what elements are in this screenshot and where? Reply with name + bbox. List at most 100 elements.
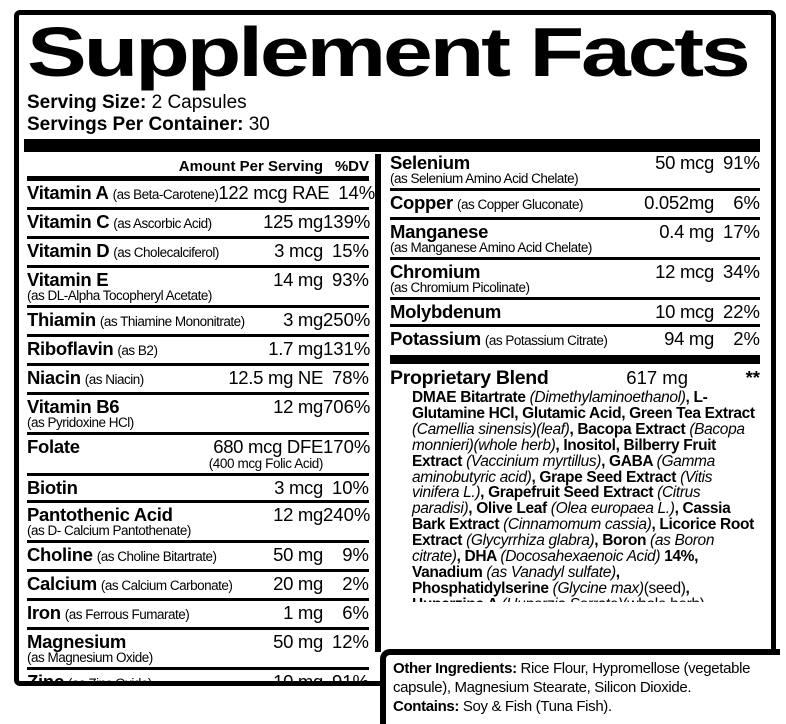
nutrient-name: Zinc [27, 671, 64, 686]
nutrient-name: Biotin [27, 477, 78, 498]
nutrient-amount: 20 mg [273, 573, 323, 594]
nutrient-dv: 2% [342, 573, 369, 594]
nutrient-amount: 50 mcg [655, 152, 714, 173]
nutrient-amount-cell: 3 mcg [274, 240, 323, 261]
nutrient-amount-cell: 14 mg [273, 269, 323, 290]
nutrient-row-main: Vitamin C (as Ascorbic Acid) 125 mg 139% [27, 211, 370, 234]
nutrient-amount: 3 mcg [274, 240, 323, 261]
nutrient-row-main: Vitamin E 14 mg 93% [27, 269, 369, 290]
serving-size-line: Serving Size: 2 Capsules [27, 92, 270, 114]
nutrient-amount-note: (400 mcg Folic Acid) [208, 456, 324, 471]
nutrient-row: Riboflavin (as B2) 1.7 mg 131% [27, 337, 371, 366]
blend-ingredient-segment: , Cassia Bark Extract [412, 500, 731, 534]
nutrient-qualifier: (as Ferrous Fumarate) [64, 607, 190, 622]
blend-ingredient-segment: , Licorice Root Extract [412, 516, 754, 550]
nutrient-amount-cell: 10 mg [273, 671, 323, 686]
nutrient-row: Vitamin C (as Ascorbic Acid) 125 mg 139% [27, 210, 370, 239]
contains-text: Soy & Fish (Tuna Fish). [459, 698, 612, 715]
nutrient-amount-cell: 50 mcg [655, 152, 714, 173]
nutrient-dv: 78% [331, 367, 369, 388]
left-column: Amount Per Serving %DV Vitamin A (as Beta… [27, 154, 375, 686]
nutrient-qualifier: (as Ascorbic Acid) [113, 216, 212, 231]
nutrient-dv: 93% [331, 269, 369, 290]
amount-per-serving-header: Amount Per Serving [178, 158, 323, 175]
nutrient-name: Folate [27, 436, 80, 457]
servings-count-value: 30 [248, 114, 270, 135]
nutrient-row-main: Vitamin B6 12 mg 706% [27, 396, 370, 417]
nutrient-name: Vitamin A [27, 182, 109, 203]
label-title: Supplement Facts [27, 13, 751, 91]
contains-line: Contains: Soy & Fish (Tuna Fish). [393, 697, 775, 716]
nutrient-dv: 22% [722, 301, 760, 322]
blend-ingredient-segment: (as Vanadyl sulfate) [486, 563, 616, 581]
nutrient-row-main: Potassium (as Potassium Citrate) 94 mg 2% [390, 328, 760, 351]
nutrient-amount: 12 mcg [655, 261, 714, 282]
nutrient-qualifier: (as Magnesium Oxide) [27, 650, 153, 665]
nutrient-name: Vitamin D [27, 240, 110, 261]
blend-ingredient-segment: , Grape Seed Extract [531, 468, 681, 486]
proprietary-blend-ingredients: DMAE Bitartrate (Dimethylaminoethanol), … [390, 390, 760, 602]
blend-ingredient-segment: , DHA [456, 548, 501, 566]
nutrient-amount-cell: 12.5 mg NE [228, 367, 323, 388]
nutrient-row-main: Thiamin (as Thiamine Mononitrate) 3 mg 250% [27, 309, 371, 332]
nutrient-dv: 131% [323, 338, 371, 359]
nutrient-row: Magnesium 50 mg 12% (as Magnesium Oxide) [27, 630, 369, 670]
nutrient-dv: 240% [323, 504, 371, 525]
nutrient-amount: 0.4 mg [659, 221, 714, 242]
nutrient-amount-cell: 94 mg [664, 328, 714, 349]
label-main-box: Supplement Facts Serving Size: 2 Capsule… [14, 10, 776, 686]
blend-ingredient-segment: (Bacopa monnieri)(whole herb) [412, 420, 745, 454]
nutrient-name: Choline [27, 544, 93, 565]
nutrient-qualifier: (as Thiamine Mononitrate) [99, 314, 245, 329]
nutrient-row: Copper (as Copper Gluconate) 0.052mg 6% [390, 191, 760, 220]
blend-ingredient-segment: , Grapefruit Seed Extract [480, 484, 658, 502]
nutrient-row-main: Magnesium 50 mg 12% [27, 631, 369, 652]
nutrient-amount-cell: 1 mg [283, 602, 323, 623]
dv-header: %DV [334, 158, 369, 175]
nutrient-row-main: Calcium (as Calcium Carbonate) 20 mg 2% [27, 573, 369, 596]
nutrient-name: Riboflavin [27, 338, 114, 359]
nutrient-name: Pantothenic Acid [27, 504, 173, 525]
other-ingredients-label: Other Ingredients: [393, 660, 517, 677]
right-nutrient-rows: Selenium 50 mcg 91% (as Selenium Amino Acid… [390, 151, 760, 353]
nutrient-amount: 1.7 mg [268, 338, 323, 359]
nutrient-dv: 6% [733, 192, 760, 213]
nutrient-amount-cell: 1.7 mg [268, 338, 323, 359]
nutrient-name: Chromium [390, 261, 481, 282]
blend-ingredient-segment: , Phosphatidylserine [412, 563, 620, 597]
nutrient-amount: 3 mcg [274, 477, 323, 498]
blend-ingredient-segment: , Bacopa Extract [569, 420, 690, 438]
nutrient-amount-cell: 3 mcg [274, 477, 323, 498]
nutrient-name: Vitamin B6 [27, 396, 120, 417]
nutrient-amount: 12.5 mg NE [228, 367, 323, 388]
nutrient-amount-cell: 0.4 mg [659, 221, 714, 242]
nutrient-dv: 6% [342, 602, 369, 623]
nutrient-dv: 12% [331, 631, 369, 652]
blend-ingredient-segment: , Boron [594, 532, 651, 550]
nutrient-amount-cell: 20 mg [273, 573, 323, 594]
nutrient-row-main: Folate 680 mcg DFE (400 mcg Folic Acid) 170… [27, 436, 370, 471]
nutrient-row-main: Iron (as Ferrous Fumarate) 1 mg 6% [27, 602, 369, 625]
servings-count-label: Servings Per Container: [27, 114, 244, 135]
nutrient-name: Potassium [390, 328, 481, 349]
nutrient-name: Vitamin E [27, 269, 109, 290]
nutrient-row: Thiamin (as Thiamine Mononitrate) 3 mg 250% [27, 308, 371, 337]
nutrient-amount-cell: 680 mcg DFE (400 mcg Folic Acid) [208, 436, 324, 471]
nutrient-name: Niacin [27, 367, 81, 388]
nutrient-row: Iron (as Ferrous Fumarate) 1 mg 6% [27, 601, 369, 630]
nutrient-row-main: Molybdenum 10 mcg 22% [390, 301, 760, 322]
nutrient-row: Molybdenum 10 mcg 22% [390, 300, 760, 327]
nutrient-qualifier: (as Pyridoxine HCl) [27, 415, 134, 430]
nutrient-name: Magnesium [27, 631, 127, 652]
proprietary-blend-header: Proprietary Blend 617 mg ** [390, 364, 760, 390]
nutrient-dv: 250% [323, 309, 371, 330]
nutrient-amount: 10 mg [273, 671, 323, 686]
blend-ingredient-segment: (Docosahexaenoic Acid) [500, 548, 661, 566]
column-header-rule [27, 176, 369, 181]
nutrient-row-main: Selenium 50 mcg 91% [390, 152, 760, 173]
blend-ingredient-segment: , GABA [601, 452, 657, 470]
nutrient-row-main: Vitamin A (as Beta-Carotene) 122 mcg RAE 14… [27, 182, 375, 205]
blend-ingredient-segment: (whole herb) [623, 596, 705, 602]
nutrient-amount: 12 mg [273, 504, 323, 525]
blend-ingredient-segment: DMAE Bitartrate [412, 390, 530, 406]
